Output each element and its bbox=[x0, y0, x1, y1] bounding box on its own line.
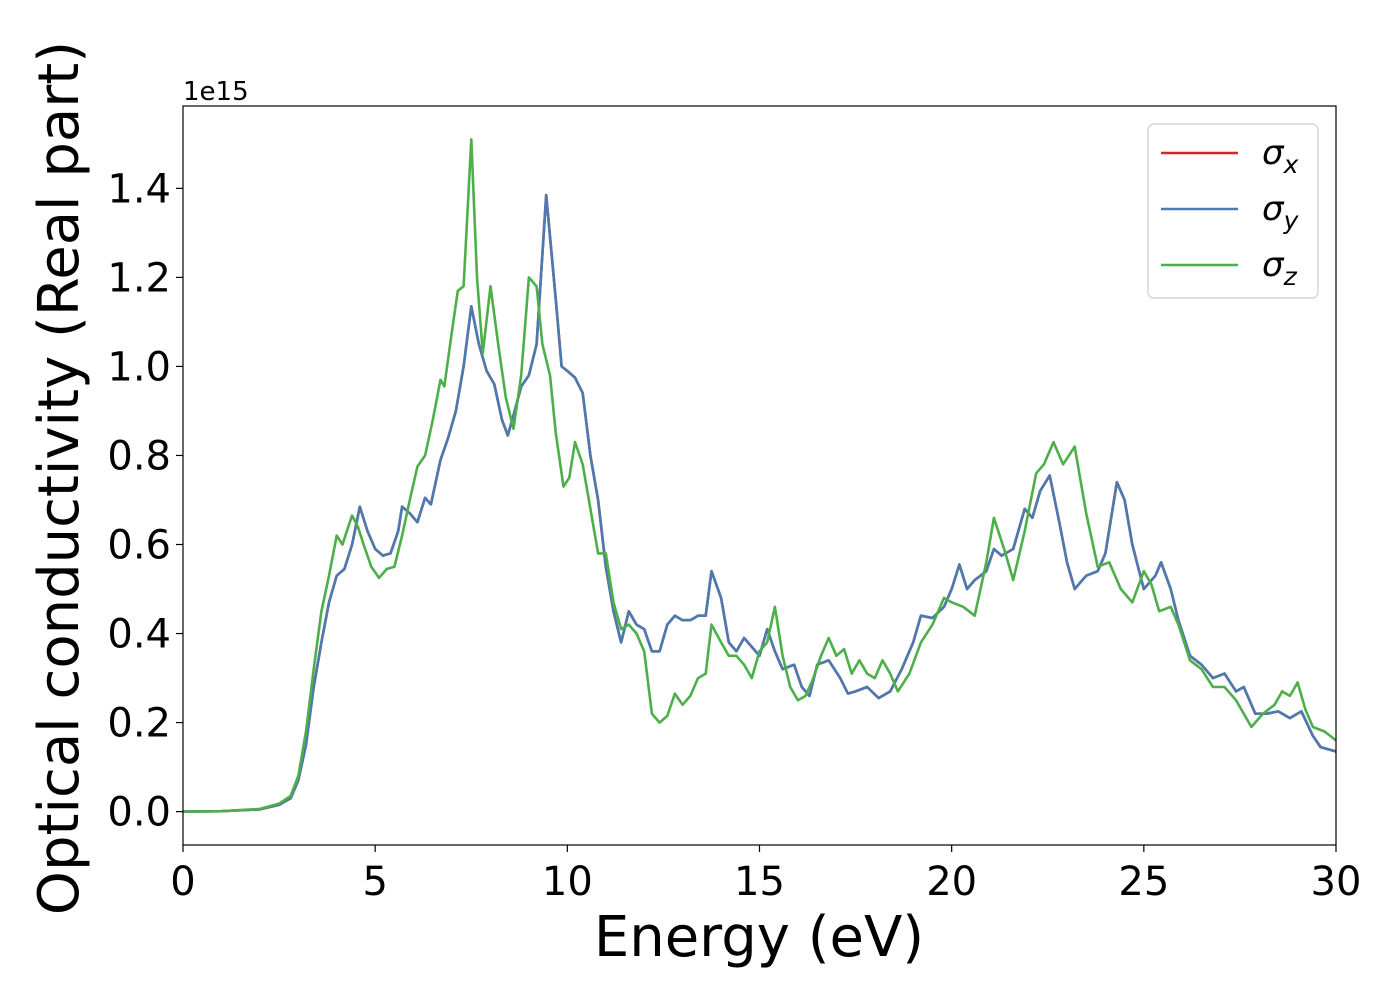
x-tick-label: 5 bbox=[362, 859, 387, 905]
legend-items: σx σy σz bbox=[1161, 133, 1300, 291]
legend-label-z: σz bbox=[1262, 245, 1298, 291]
x-axis-ticks: 0 5 10 15 20 25 30 bbox=[170, 845, 1361, 905]
x-tick-label: 30 bbox=[1311, 859, 1362, 905]
y-axis-ticks: 0.0 0.2 0.4 0.6 0.8 1.0 1.2 1.4 bbox=[107, 166, 183, 836]
y-tick-label: 0.0 bbox=[107, 790, 171, 836]
y-tick-label: 0.2 bbox=[107, 701, 171, 747]
y-tick-label: 1.4 bbox=[107, 166, 171, 212]
x-tick-label: 10 bbox=[542, 859, 593, 905]
x-tick-label: 0 bbox=[170, 859, 195, 905]
legend-label-x: σx bbox=[1262, 133, 1299, 179]
y-tick-label: 1.2 bbox=[107, 255, 171, 301]
series-layer bbox=[183, 138, 1336, 813]
y-tick-label: 0.6 bbox=[107, 523, 171, 569]
series-line-y bbox=[183, 193, 1336, 813]
x-tick-label: 15 bbox=[734, 859, 785, 905]
y-axis-label: Optical conductivity (Real part) bbox=[27, 41, 92, 915]
y-tick-label: 0.4 bbox=[107, 612, 171, 658]
y-offset-label: 1e15 bbox=[183, 77, 249, 107]
y-tick-label: 1.0 bbox=[107, 344, 171, 390]
x-axis-label: Energy (eV) bbox=[594, 905, 924, 970]
x-tick-label: 25 bbox=[1118, 859, 1169, 905]
legend-box bbox=[1147, 123, 1319, 299]
legend-label-y: σy bbox=[1262, 189, 1300, 235]
y-tick-label: 0.8 bbox=[107, 433, 171, 479]
series-line-z bbox=[183, 138, 1336, 813]
legend: σx σy σz bbox=[1147, 123, 1319, 299]
x-tick-label: 20 bbox=[926, 859, 977, 905]
